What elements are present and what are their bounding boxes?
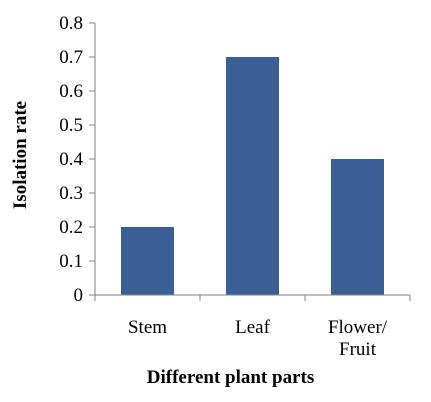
bar-flower <box>331 159 384 295</box>
x-tick-label: Stem <box>128 317 167 338</box>
y-axis-title: Isolation rate <box>10 101 31 209</box>
y-tick-label: 0.3 <box>59 183 83 204</box>
y-tick-label: 0.7 <box>59 47 83 68</box>
x-tick-label: Leaf <box>235 317 270 338</box>
x-tick-label: Flower/Fruit <box>328 317 388 360</box>
y-axis-ticks: 0 0.1 0.2 0.3 0.4 0.5 0.6 0.7 0.8 <box>59 13 95 306</box>
y-tick-label: 0.2 <box>59 217 83 238</box>
bar-stem <box>121 227 174 295</box>
x-axis-ticks: Stem Leaf Flower/Fruit <box>94 295 411 360</box>
y-tick-label: 0.6 <box>59 81 83 102</box>
y-tick-label: 0.4 <box>59 149 83 170</box>
y-tick-label: 0.8 <box>59 13 83 34</box>
x-axis-title: Different plant parts <box>147 367 314 388</box>
y-tick-label: 0.5 <box>59 115 83 136</box>
bars <box>121 57 384 295</box>
bar-leaf <box>226 57 279 295</box>
y-tick-label: 0 <box>74 285 84 306</box>
y-tick-label: 0.1 <box>59 251 83 272</box>
